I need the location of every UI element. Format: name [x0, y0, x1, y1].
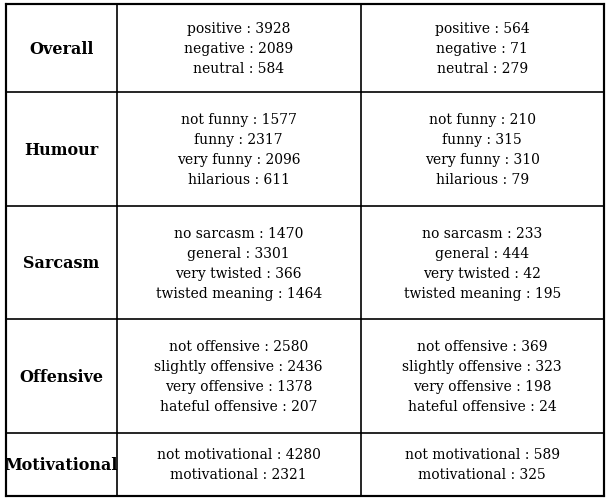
- Text: Offensive: Offensive: [20, 368, 104, 385]
- Text: Motivational: Motivational: [5, 456, 118, 473]
- Text: positive : 3928
negative : 2089
neutral : 584: positive : 3928 negative : 2089 neutral …: [184, 22, 293, 76]
- Text: not motivational : 589
motivational : 325: not motivational : 589 motivational : 32…: [405, 447, 560, 481]
- Text: not funny : 210
funny : 315
very funny : 310
hilarious : 79: not funny : 210 funny : 315 very funny :…: [425, 113, 540, 187]
- Text: not offensive : 2580
slightly offensive : 2436
very offensive : 1378
hateful off: not offensive : 2580 slightly offensive …: [154, 339, 323, 413]
- Text: Sarcasm: Sarcasm: [23, 255, 99, 272]
- Text: Humour: Humour: [24, 141, 99, 158]
- Text: not offensive : 369
slightly offensive : 323
very offensive : 198
hateful offens: not offensive : 369 slightly offensive :…: [403, 339, 562, 413]
- Text: positive : 564
negative : 71
neutral : 279: positive : 564 negative : 71 neutral : 2…: [435, 22, 529, 76]
- Text: no sarcasm : 1470
general : 3301
very twisted : 366
twisted meaning : 1464: no sarcasm : 1470 general : 3301 very tw…: [156, 226, 321, 300]
- Text: not funny : 1577
funny : 2317
very funny : 2096
hilarious : 611: not funny : 1577 funny : 2317 very funny…: [177, 113, 300, 187]
- Text: not motivational : 4280
motivational : 2321: not motivational : 4280 motivational : 2…: [157, 447, 321, 481]
- Text: no sarcasm : 233
general : 444
very twisted : 42
twisted meaning : 195: no sarcasm : 233 general : 444 very twis…: [404, 226, 561, 300]
- Text: Overall: Overall: [29, 41, 93, 58]
